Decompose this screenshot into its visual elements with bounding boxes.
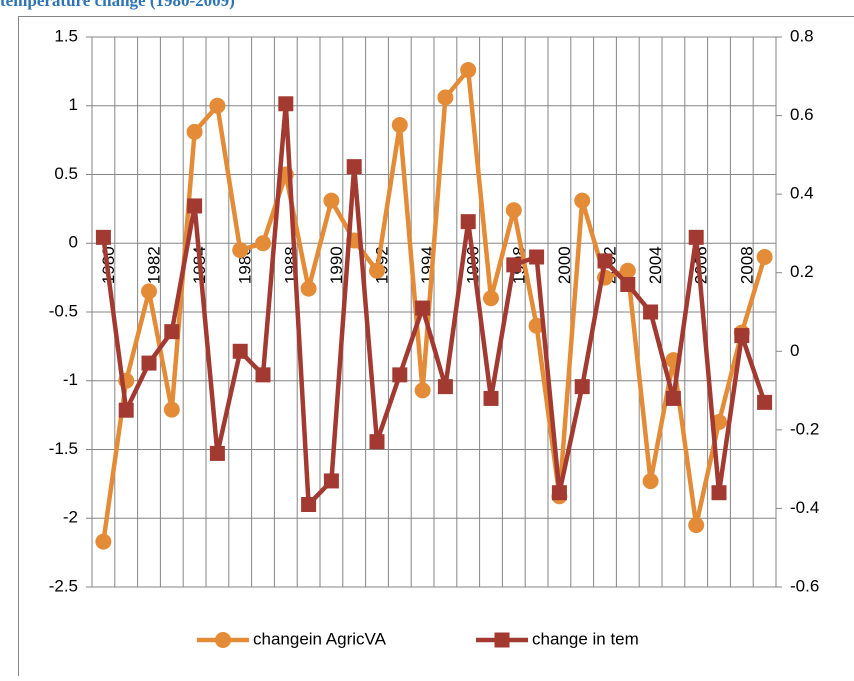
marker bbox=[438, 379, 453, 394]
y-tick-label: -2.5 bbox=[49, 576, 78, 595]
marker bbox=[209, 98, 225, 114]
marker bbox=[483, 290, 499, 306]
y-tick-label: -1.5 bbox=[49, 439, 78, 458]
marker bbox=[643, 305, 658, 320]
marker bbox=[460, 62, 476, 78]
marker bbox=[96, 230, 111, 245]
marker bbox=[369, 263, 385, 279]
marker bbox=[301, 281, 317, 297]
y2-tick-label: -0.2 bbox=[790, 419, 819, 438]
chart-border bbox=[19, 17, 854, 677]
marker bbox=[301, 497, 316, 512]
marker bbox=[324, 473, 339, 488]
x-tick-label: 1990 bbox=[327, 246, 346, 284]
marker bbox=[461, 214, 476, 229]
marker bbox=[141, 283, 157, 299]
y-tick-label: 1.5 bbox=[54, 26, 78, 45]
marker bbox=[757, 249, 773, 265]
x-tick-label: 2004 bbox=[646, 246, 665, 284]
y2-tick-label: 0.4 bbox=[790, 184, 814, 203]
marker bbox=[689, 230, 704, 245]
y-tick-label: 1 bbox=[69, 95, 78, 114]
marker bbox=[164, 324, 179, 339]
marker bbox=[757, 395, 772, 410]
marker bbox=[712, 485, 727, 500]
legend-marker bbox=[215, 632, 231, 648]
marker bbox=[142, 356, 157, 371]
y-tick-label: -2 bbox=[63, 508, 78, 527]
marker bbox=[643, 473, 659, 489]
marker bbox=[506, 257, 521, 272]
marker bbox=[370, 434, 385, 449]
y-tick-label: -1 bbox=[63, 370, 78, 389]
marker bbox=[210, 446, 225, 461]
marker bbox=[620, 277, 635, 292]
marker bbox=[529, 250, 544, 265]
marker bbox=[233, 344, 248, 359]
legend-label: changein AgricVA bbox=[253, 629, 387, 648]
marker bbox=[688, 517, 704, 533]
marker bbox=[666, 391, 681, 406]
y2-tick-label: 0.8 bbox=[790, 26, 814, 45]
marker bbox=[255, 235, 271, 251]
chart-title: temperature change (1980-2009) bbox=[0, 0, 235, 10]
marker bbox=[187, 198, 202, 213]
x-tick-label: 2000 bbox=[555, 246, 574, 284]
legend-label: change in tem bbox=[532, 629, 639, 648]
marker bbox=[95, 534, 111, 550]
marker bbox=[323, 193, 339, 209]
y-tick-label: 0.5 bbox=[54, 164, 78, 183]
marker bbox=[164, 402, 180, 418]
marker bbox=[552, 485, 567, 500]
y-tick-label: -0.5 bbox=[49, 301, 78, 320]
marker bbox=[415, 382, 431, 398]
marker bbox=[574, 193, 590, 209]
y2-tick-label: 0 bbox=[790, 341, 799, 360]
marker bbox=[598, 253, 613, 268]
marker bbox=[415, 301, 430, 316]
marker bbox=[119, 403, 134, 418]
y2-tick-label: -0.4 bbox=[790, 498, 819, 517]
x-tick-label: 2008 bbox=[737, 246, 756, 284]
marker bbox=[506, 202, 522, 218]
marker bbox=[232, 242, 248, 258]
y-tick-label: 0 bbox=[69, 233, 78, 252]
y2-tick-label: -0.6 bbox=[790, 576, 819, 595]
marker bbox=[392, 117, 408, 133]
marker bbox=[484, 391, 499, 406]
marker bbox=[187, 124, 203, 140]
y2-tick-label: 0.6 bbox=[790, 105, 814, 124]
marker bbox=[278, 96, 293, 111]
y2-tick-label: 0.2 bbox=[790, 262, 814, 281]
x-tick-label: 1982 bbox=[144, 246, 163, 284]
marker bbox=[575, 379, 590, 394]
marker bbox=[437, 90, 453, 106]
marker bbox=[392, 367, 407, 382]
legend-marker bbox=[495, 633, 510, 648]
marker bbox=[347, 159, 362, 174]
marker bbox=[734, 328, 749, 343]
marker bbox=[256, 367, 271, 382]
